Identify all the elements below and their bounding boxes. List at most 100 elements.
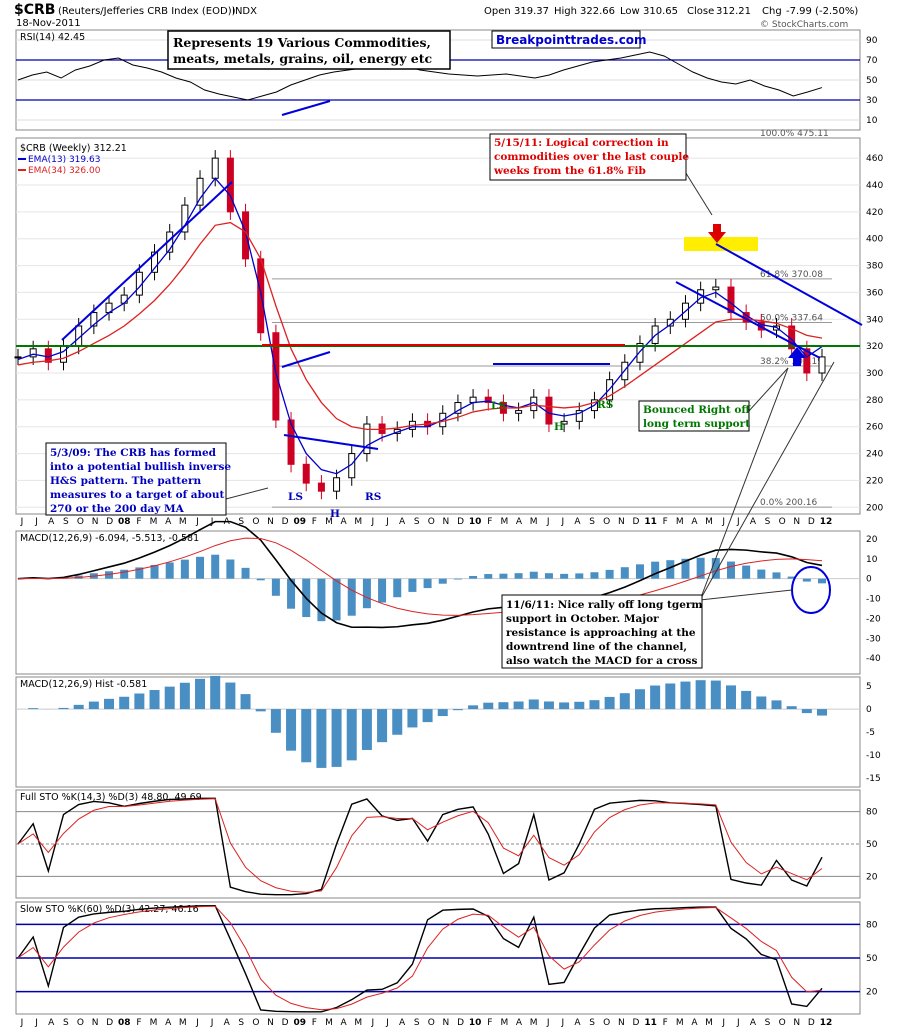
month-label-top: J [371, 517, 375, 527]
price-tick-label: 440 [866, 181, 883, 191]
month-label-bottom: S [589, 1018, 595, 1028]
hs-right-shoulder-09: RS [365, 491, 381, 503]
month-label-top: N [618, 517, 625, 527]
trend-lines [61, 181, 863, 450]
rsi-tick-label: 10 [866, 116, 878, 126]
watermark-text: Breakpointtrades.com [496, 33, 647, 47]
month-label-bottom: F [312, 1018, 317, 1028]
month-label-bottom: M [179, 1018, 187, 1028]
svg-text:5/3/09: The CRB has formed: 5/3/09: The CRB has formed [50, 447, 217, 459]
fsto-label: Full STO %K(14,3) %D(3) 48.80, 49.69 [20, 792, 202, 803]
hist-bar [119, 696, 130, 710]
month-label-bottom: 11 [644, 1018, 657, 1028]
fib-label: 38.2% 305.19 [760, 357, 823, 367]
macd-hist-bar [529, 571, 538, 579]
month-label-top: F [136, 517, 141, 527]
month-label-top: N [793, 517, 800, 527]
hist-bar [498, 702, 509, 710]
macd-tick-label: -40 [866, 654, 881, 664]
month-label-top: M [676, 517, 684, 527]
month-label-top: A [399, 517, 406, 527]
svg-text:downtrend line of the channel,: downtrend line of the channel, [506, 641, 687, 653]
hist-bar [437, 709, 448, 717]
price-tick-label: 280 [866, 396, 883, 406]
month-label-bottom: N [92, 1018, 99, 1028]
month-label-bottom: F [663, 1018, 668, 1028]
month-label-top: J [195, 517, 199, 527]
macd-hist-bar [590, 572, 599, 579]
price-tick-label: 240 [866, 450, 883, 460]
month-label-top: J [561, 517, 565, 527]
month-label-bottom: S [238, 1018, 244, 1028]
rsi-tick-label: 30 [866, 96, 878, 106]
macd-hist-bar [453, 578, 462, 580]
month-label-top: F [663, 517, 668, 527]
symbol-label: $CRB [14, 2, 55, 18]
ssto-tick-label: 50 [866, 954, 878, 964]
hist-bar [725, 685, 736, 710]
month-label-bottom: M [705, 1018, 713, 1028]
price-candle [454, 402, 462, 414]
month-label-top: N [267, 517, 274, 527]
hs-right-shoulder-10: RS [597, 399, 613, 411]
rsi-tick-label: 50 [866, 76, 878, 86]
ssto-k-line [17, 905, 823, 1013]
hist-bar [255, 709, 266, 712]
rsi-line [17, 51, 823, 101]
svg-text:long term support: long term support [643, 418, 750, 430]
hist-bar [377, 709, 388, 743]
macd-hist-bar [438, 578, 447, 584]
hist-bar [301, 709, 312, 763]
rsi-divergence-line [281, 100, 331, 116]
price-candle [242, 211, 250, 260]
ssto-d-line [17, 905, 823, 1011]
macd-hist-bar [696, 557, 705, 579]
macd-hist-bar [347, 578, 356, 616]
macd-hist-bar [165, 562, 174, 579]
price-candle [560, 420, 568, 425]
hist-label: MACD(12,26,9) Hist -0.581 [20, 679, 147, 690]
svg-text:5/15/11: Logical correction in: 5/15/11: Logical correction in [494, 137, 669, 149]
hist-bar [316, 709, 327, 768]
macd-frame [15, 530, 861, 675]
macd-tick-label: 10 [866, 555, 878, 565]
date-label: 18-Nov-2011 [16, 18, 81, 29]
svg-text:Bounced Right off: Bounced Right off [643, 404, 751, 416]
ssto-label: Slow STO %K(60) %D(3) 42.27, 46.16 [20, 904, 199, 915]
hist-frame [15, 676, 861, 788]
macd-hist-bar [514, 573, 523, 579]
macd-hist-series [28, 675, 827, 768]
hist-tick-label: -15 [866, 774, 881, 784]
month-label-top: M [530, 517, 538, 527]
hist-bar [58, 707, 69, 710]
month-label-bottom: M [325, 1018, 333, 1028]
month-label-top: J [210, 517, 214, 527]
price-candle [484, 396, 492, 404]
price-candle [151, 251, 159, 273]
low-label: Low [620, 6, 640, 17]
month-label-top: M [705, 517, 713, 527]
hist-bar [619, 693, 630, 710]
month-label-bottom: A [224, 1018, 231, 1028]
price-tick-label: 300 [866, 369, 883, 379]
month-label-top: S [589, 517, 595, 527]
price-tick-label: 360 [866, 288, 883, 298]
month-label-top: F [312, 517, 317, 527]
hist-bar [240, 694, 251, 710]
month-label-bottom: J [385, 1018, 389, 1028]
hist-bar [468, 705, 479, 710]
month-label-top: 10 [469, 517, 482, 527]
hist-tick-label: 5 [866, 682, 872, 692]
hist-bar [771, 700, 782, 710]
month-label-bottom: J [195, 1018, 199, 1028]
hist-bar [179, 682, 190, 710]
month-label-top: O [428, 517, 435, 527]
panel-frames [15, 29, 861, 1015]
hist-bar [270, 709, 281, 733]
month-label-top: S [63, 517, 69, 527]
price-candle [120, 294, 128, 304]
month-label-bottom: N [443, 1018, 450, 1028]
month-label-bottom: A [48, 1018, 55, 1028]
nov-2011-note: 11/6/11: Nice rally off long tgerm suppo… [501, 361, 835, 669]
